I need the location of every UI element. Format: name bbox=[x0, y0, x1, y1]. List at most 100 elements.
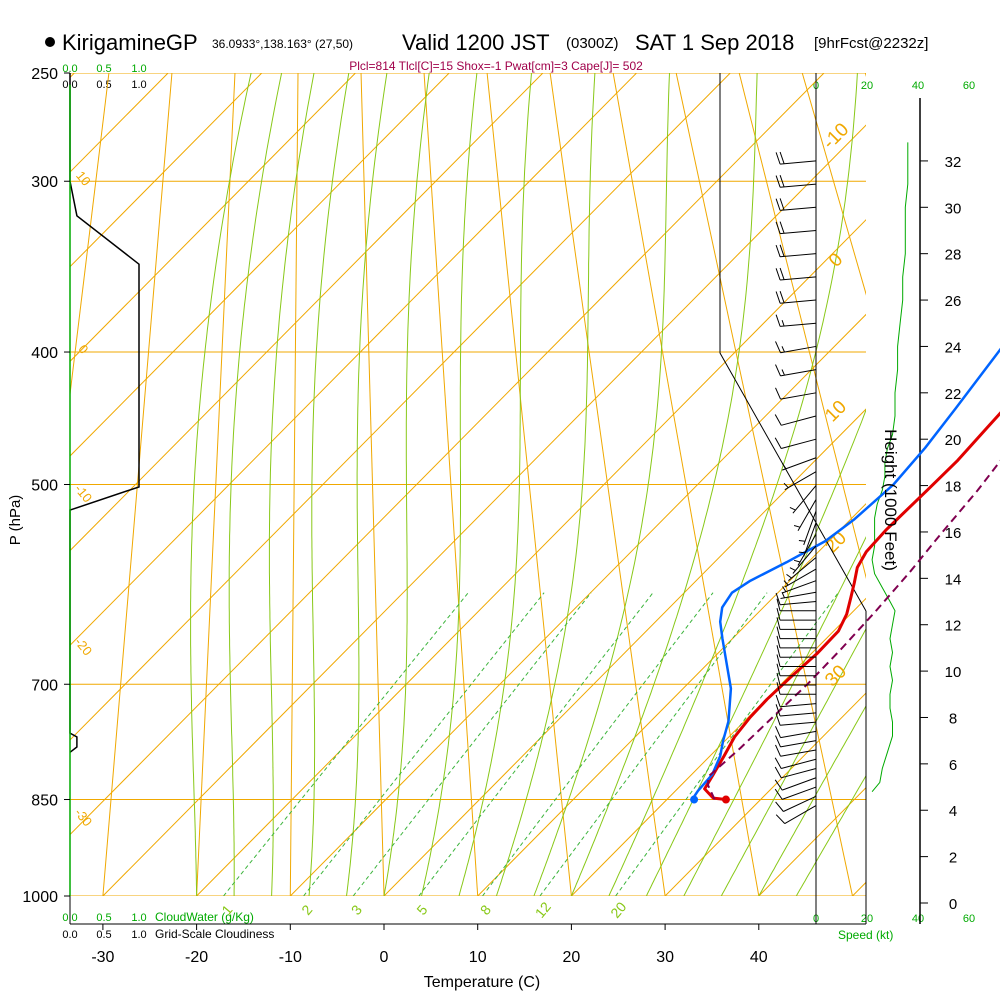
wind-barb bbox=[775, 744, 817, 757]
y-tick-label: 300 bbox=[31, 174, 58, 191]
speed-bot-3: 60 bbox=[963, 913, 975, 925]
dry-adiabat-line bbox=[928, 73, 1000, 896]
x-tick-label: -20 bbox=[185, 949, 208, 966]
wind-barb bbox=[783, 568, 817, 588]
mixing-ratio-label: 20 bbox=[607, 899, 629, 921]
mixing-ratio-label: 3 bbox=[348, 902, 365, 918]
wind-barb bbox=[775, 151, 817, 165]
wind-barb bbox=[776, 663, 817, 677]
wind-barb bbox=[775, 267, 817, 281]
terrain-outline bbox=[719, 73, 867, 612]
wind-barb bbox=[789, 485, 817, 514]
wind-barb bbox=[775, 341, 817, 354]
mixing-ratio-line bbox=[352, 592, 592, 896]
x-tick-label: -30 bbox=[91, 949, 114, 966]
height-tick-label: 30 bbox=[945, 200, 962, 217]
wind-barb bbox=[775, 198, 817, 211]
moist-adiabat-line bbox=[533, 73, 670, 896]
wind-barb bbox=[780, 591, 817, 599]
mixing-ratio-line bbox=[418, 592, 654, 896]
cloudiness-label: Grid-Scale Cloudiness bbox=[155, 927, 274, 941]
x-tick-label: 30 bbox=[656, 949, 674, 966]
height-tick-label: 22 bbox=[945, 386, 962, 403]
isotherm-line bbox=[664, 692, 866, 896]
dry-adiabat-line bbox=[991, 73, 1000, 896]
moist-adiabat-line bbox=[495, 73, 596, 896]
mixing-ratio-label: 8 bbox=[477, 902, 494, 918]
mixing-ratio-label: 2 bbox=[298, 902, 315, 918]
wind-barb bbox=[775, 704, 817, 717]
wind-barb bbox=[798, 522, 817, 557]
dry-adiabat-line bbox=[360, 73, 385, 896]
wind-barb bbox=[783, 471, 817, 491]
moist-adiabat-line bbox=[383, 73, 430, 896]
wind-barb bbox=[775, 735, 817, 748]
wind-speed-profile-line bbox=[871, 142, 909, 793]
wind-barb bbox=[776, 682, 817, 695]
isotherm-line bbox=[70, 73, 731, 741]
moist-adiabat-line bbox=[421, 73, 478, 896]
dry-adiabat-label: -30 bbox=[72, 805, 96, 829]
background-grid bbox=[70, 73, 1000, 896]
wind-barb bbox=[774, 757, 817, 769]
wind-barb bbox=[782, 457, 817, 471]
mixing-ratio-label: 5 bbox=[413, 902, 430, 918]
height-tick-label: 26 bbox=[945, 293, 962, 310]
speed-top-1: 20 bbox=[861, 80, 873, 92]
dry-adiabat-line bbox=[102, 73, 173, 896]
wind-barbs bbox=[774, 151, 817, 825]
dry-adiabat-label: 10 bbox=[73, 168, 94, 189]
cloud-black-top-1: 0.5 bbox=[96, 79, 111, 91]
mixing-ratio-line bbox=[615, 592, 839, 896]
moist-adiabat-line bbox=[570, 73, 758, 896]
mixing-ratio-line bbox=[223, 592, 469, 896]
wind-barb bbox=[775, 364, 817, 377]
wind-barb bbox=[775, 314, 817, 327]
stability-indices: Plcl=814 Tlcl[C]=15 Shox=-1 Pwat[cm]=3 C… bbox=[349, 59, 643, 73]
forecast-label: [9hrFcst@2232z] bbox=[814, 35, 928, 52]
temperature-profile-line bbox=[703, 411, 1000, 801]
station-name: KirigamineGP bbox=[62, 30, 198, 55]
wind-barb bbox=[775, 387, 817, 400]
wind-barb bbox=[775, 694, 817, 708]
wind-barb bbox=[776, 645, 817, 658]
valid-time: Valid 1200 JST bbox=[402, 30, 550, 55]
wind-barb bbox=[793, 534, 817, 566]
x-tick-label: -10 bbox=[279, 949, 302, 966]
wind-barb bbox=[775, 244, 817, 258]
wind-barb bbox=[774, 414, 817, 426]
plot-frame bbox=[69, 73, 921, 925]
isotherm-label: 10 bbox=[821, 397, 851, 427]
mixing-ratio-line bbox=[539, 592, 768, 896]
height-axis-title: Height (1000 Feet) bbox=[881, 429, 900, 571]
moist-adiabat-line bbox=[683, 536, 866, 896]
cloud-green-top-0: 0.0 bbox=[62, 63, 77, 75]
wind-barb bbox=[789, 545, 817, 574]
cloudiness-profile-line bbox=[69, 73, 140, 753]
height-tick-label: 6 bbox=[949, 757, 957, 774]
x-tick-label: 10 bbox=[469, 949, 487, 966]
dry-adiabat-line bbox=[612, 73, 760, 896]
isotherm-line bbox=[70, 73, 544, 552]
wind-barb bbox=[786, 557, 817, 581]
height-tick-label: 24 bbox=[945, 339, 962, 356]
wind-barb bbox=[782, 580, 817, 594]
height-tick-label: 18 bbox=[945, 479, 962, 496]
height-tick-label: 0 bbox=[949, 896, 957, 913]
y-tick-label: 500 bbox=[31, 478, 58, 495]
speed-bot-1: 20 bbox=[861, 913, 873, 925]
station-coords: 36.0933°,138.163° (27,50) bbox=[212, 37, 353, 51]
dry-adiabat-label: -20 bbox=[72, 634, 96, 658]
wind-barb bbox=[775, 805, 817, 825]
y-tick-label: 400 bbox=[31, 345, 58, 362]
y-tick-label: 1000 bbox=[22, 889, 58, 906]
height-tick-label: 8 bbox=[949, 710, 957, 727]
dry-adiabat-line bbox=[801, 73, 866, 296]
wind-barb bbox=[798, 510, 817, 546]
isotherm-line bbox=[196, 219, 866, 896]
height-tick-label: 12 bbox=[945, 618, 962, 635]
valid-date: SAT 1 Sep 2018 bbox=[635, 30, 794, 55]
y-tick-label: 250 bbox=[31, 66, 58, 83]
isotherm-line bbox=[477, 503, 866, 896]
